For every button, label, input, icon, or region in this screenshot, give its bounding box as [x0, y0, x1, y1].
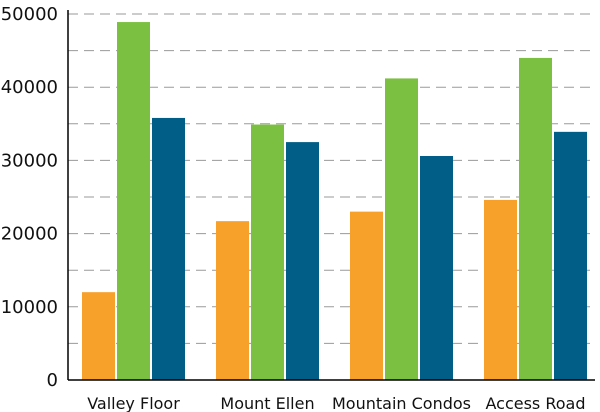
y-tick-label: 30000 — [1, 150, 58, 171]
bar — [152, 117, 185, 380]
bar — [286, 142, 319, 380]
bar — [350, 211, 383, 380]
bar — [82, 292, 115, 380]
y-tick-label: 50000 — [1, 4, 58, 25]
bar — [385, 78, 418, 380]
bar — [420, 156, 453, 380]
bar — [554, 131, 587, 380]
y-tick-labels: 0 10000 20000 30000 40000 50000 — [1, 4, 58, 391]
axes — [67, 10, 595, 381]
bars — [82, 22, 587, 381]
bar — [117, 22, 150, 380]
x-category-labels: Valley Floor Mount Ellen Mountain Condos Ac… — [87, 394, 585, 412]
x-category-label: Mountain Condos — [332, 394, 471, 412]
bar — [519, 57, 552, 381]
y-tick-label: 0 — [47, 370, 58, 391]
y-tick-label: 40000 — [1, 77, 58, 98]
x-category-label: Access Road — [485, 394, 585, 412]
bar — [251, 124, 284, 380]
x-category-label: Valley Floor — [87, 394, 180, 412]
bar — [216, 221, 249, 380]
y-tick-label: 10000 — [1, 297, 58, 318]
bar — [484, 199, 517, 380]
y-tick-label: 20000 — [1, 224, 58, 245]
x-category-label: Mount Ellen — [220, 394, 314, 412]
